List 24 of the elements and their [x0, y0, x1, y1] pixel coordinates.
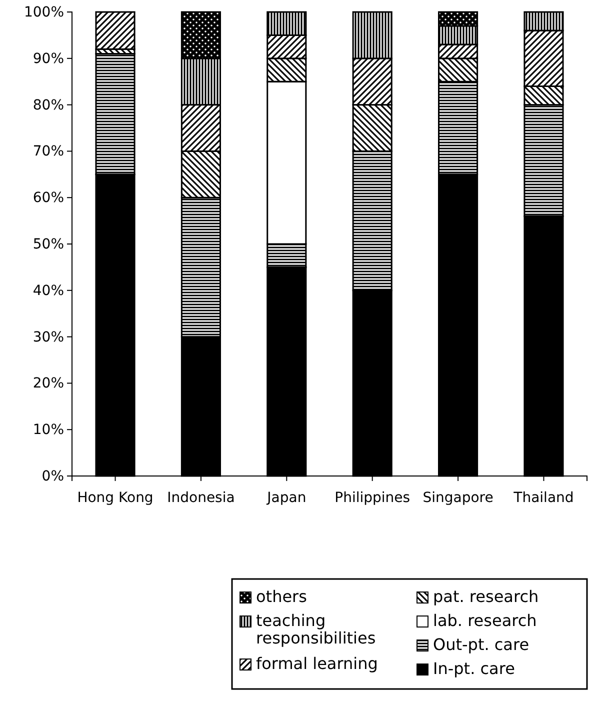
x-tick-label: Singapore	[422, 490, 494, 506]
legend-label: lab. research	[433, 611, 537, 630]
legend-label: teaching responsibilities	[256, 611, 376, 648]
x-tick-label: Japan	[266, 490, 306, 506]
y-tick-label: 0%	[42, 468, 64, 484]
x-tick-label: Indonesia	[167, 490, 235, 506]
legend-label: others	[256, 587, 307, 606]
x-tick-label: Thailand	[512, 490, 574, 506]
y-tick-label: 30%	[32, 329, 64, 346]
x-tick-label: Philippines	[334, 490, 410, 506]
legend-label: pat. research	[433, 587, 539, 606]
legend-label: Out-pt. care	[433, 635, 530, 654]
y-tick-label: 90%	[32, 50, 64, 67]
y-tick-label: 40%	[32, 282, 64, 299]
legend-label: formal learning	[256, 654, 378, 673]
y-tick-label: 50%	[32, 236, 64, 252]
y-tick-label: 10%	[32, 422, 64, 438]
y-tick-label: 80%	[32, 97, 64, 114]
y-tick-label: 20%	[32, 376, 64, 392]
y-tick-label: 100%	[24, 4, 64, 20]
y-tick-label: 70%	[32, 144, 64, 160]
legend-label: In-pt. care	[433, 659, 515, 678]
x-tick-label: Hong Kong	[77, 490, 154, 506]
y-tick-label: 60%	[32, 190, 64, 206]
